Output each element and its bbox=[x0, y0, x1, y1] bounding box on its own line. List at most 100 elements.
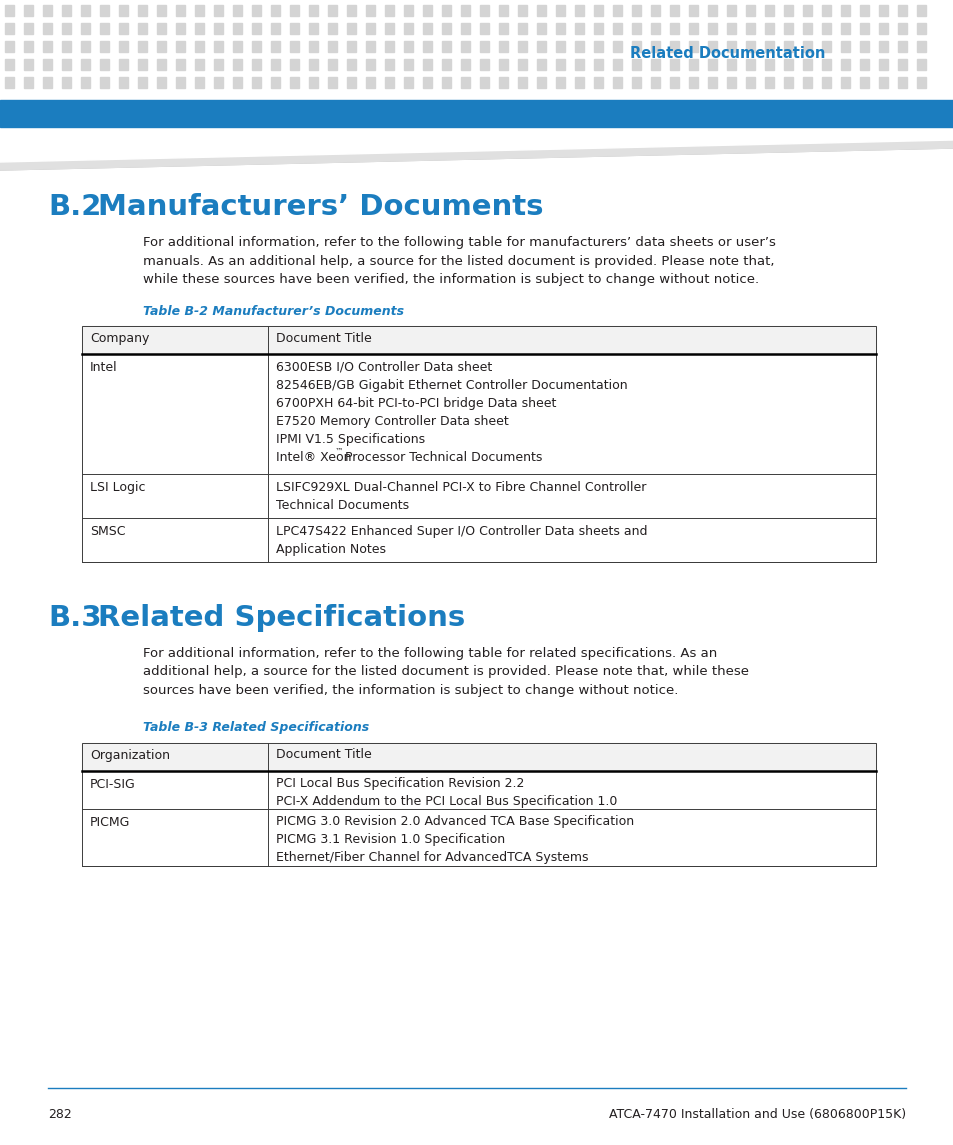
Bar bbox=[43, 60, 52, 70]
Bar bbox=[157, 23, 166, 34]
Text: SMSC: SMSC bbox=[90, 526, 126, 538]
Bar bbox=[385, 5, 394, 16]
Bar bbox=[138, 41, 147, 52]
Bar bbox=[745, 5, 754, 16]
Bar bbox=[897, 41, 906, 52]
Bar bbox=[821, 60, 830, 70]
Bar bbox=[726, 23, 735, 34]
Text: Technical Documents: Technical Documents bbox=[275, 499, 409, 512]
Bar bbox=[764, 23, 773, 34]
Bar bbox=[24, 41, 33, 52]
Bar bbox=[517, 60, 526, 70]
Bar bbox=[897, 60, 906, 70]
Bar bbox=[897, 5, 906, 16]
Bar bbox=[479, 5, 489, 16]
Text: manuals. As an additional help, a source for the listed document is provided. Pl: manuals. As an additional help, a source… bbox=[143, 254, 774, 268]
Bar bbox=[783, 5, 792, 16]
Bar bbox=[328, 77, 336, 88]
Bar bbox=[366, 77, 375, 88]
Bar bbox=[233, 77, 242, 88]
Bar bbox=[119, 60, 128, 70]
Bar bbox=[422, 23, 432, 34]
Bar bbox=[783, 23, 792, 34]
Bar bbox=[517, 41, 526, 52]
Bar bbox=[631, 77, 640, 88]
Bar bbox=[5, 60, 14, 70]
Text: ATCA-7470 Installation and Use (6806800P15K): ATCA-7470 Installation and Use (6806800P… bbox=[608, 1108, 905, 1121]
Bar bbox=[498, 23, 507, 34]
Bar bbox=[859, 77, 868, 88]
Bar bbox=[403, 77, 413, 88]
Bar bbox=[119, 41, 128, 52]
Bar bbox=[878, 60, 887, 70]
Bar bbox=[5, 41, 14, 52]
Bar bbox=[175, 41, 185, 52]
Text: PCI-X Addendum to the PCI Local Bus Specification 1.0: PCI-X Addendum to the PCI Local Bus Spec… bbox=[275, 796, 617, 808]
Bar bbox=[897, 23, 906, 34]
Bar bbox=[347, 41, 355, 52]
Bar bbox=[479, 23, 489, 34]
Bar bbox=[100, 5, 109, 16]
Bar bbox=[62, 60, 71, 70]
Bar bbox=[252, 5, 261, 16]
Bar bbox=[498, 5, 507, 16]
Bar bbox=[688, 5, 698, 16]
Bar bbox=[81, 60, 90, 70]
Bar bbox=[537, 23, 545, 34]
Bar bbox=[537, 77, 545, 88]
Bar bbox=[5, 77, 14, 88]
Bar bbox=[441, 60, 451, 70]
Bar bbox=[213, 60, 223, 70]
Bar bbox=[252, 77, 261, 88]
Bar bbox=[859, 23, 868, 34]
Bar bbox=[707, 23, 717, 34]
Text: Intel® Xeon: Intel® Xeon bbox=[275, 451, 351, 464]
Bar bbox=[575, 23, 583, 34]
Bar bbox=[802, 23, 811, 34]
Bar bbox=[688, 77, 698, 88]
Bar bbox=[460, 60, 470, 70]
Bar bbox=[613, 23, 621, 34]
Bar bbox=[82, 742, 875, 866]
Bar bbox=[213, 5, 223, 16]
Bar bbox=[669, 77, 679, 88]
Bar bbox=[194, 5, 204, 16]
Bar bbox=[669, 41, 679, 52]
Bar bbox=[916, 41, 925, 52]
Bar bbox=[650, 41, 659, 52]
Bar bbox=[613, 60, 621, 70]
Bar bbox=[783, 77, 792, 88]
Bar bbox=[537, 60, 545, 70]
Bar bbox=[62, 41, 71, 52]
Bar bbox=[688, 41, 698, 52]
Bar bbox=[537, 41, 545, 52]
Bar bbox=[441, 41, 451, 52]
Bar bbox=[498, 77, 507, 88]
Bar bbox=[5, 23, 14, 34]
Bar bbox=[194, 41, 204, 52]
Bar bbox=[916, 77, 925, 88]
Bar bbox=[82, 326, 875, 562]
Bar bbox=[309, 41, 317, 52]
Bar bbox=[650, 23, 659, 34]
Text: For additional information, refer to the following table for related specificati: For additional information, refer to the… bbox=[143, 647, 717, 660]
Bar bbox=[233, 5, 242, 16]
Text: Manufacturers’ Documents: Manufacturers’ Documents bbox=[98, 194, 543, 221]
Text: additional help, a source for the listed document is provided. Please note that,: additional help, a source for the listed… bbox=[143, 665, 748, 679]
Bar bbox=[498, 41, 507, 52]
Bar bbox=[575, 5, 583, 16]
Bar bbox=[802, 41, 811, 52]
Text: 282: 282 bbox=[48, 1108, 71, 1121]
Bar bbox=[100, 60, 109, 70]
Bar bbox=[594, 41, 602, 52]
Bar bbox=[271, 77, 280, 88]
Bar bbox=[631, 41, 640, 52]
Bar bbox=[841, 23, 849, 34]
Bar bbox=[878, 77, 887, 88]
Bar bbox=[194, 23, 204, 34]
Text: PCI-SIG: PCI-SIG bbox=[90, 777, 135, 790]
Text: 6300ESB I/O Controller Data sheet: 6300ESB I/O Controller Data sheet bbox=[275, 361, 492, 374]
Bar bbox=[81, 41, 90, 52]
Bar bbox=[119, 5, 128, 16]
Bar bbox=[669, 60, 679, 70]
